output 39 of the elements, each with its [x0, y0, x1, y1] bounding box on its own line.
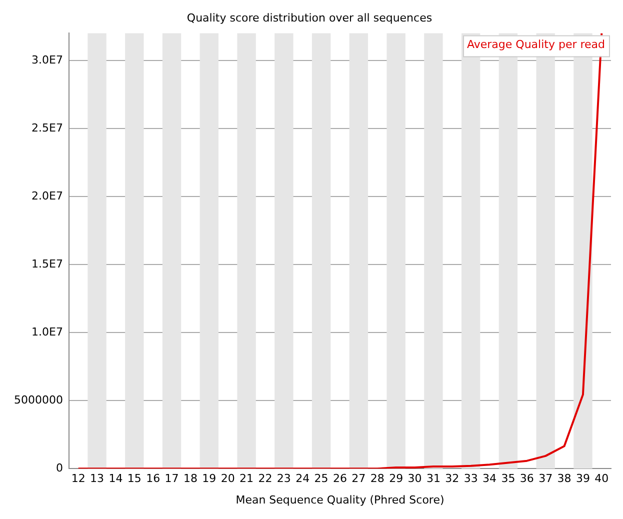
- series-label: Average Quality per read: [466, 38, 606, 52]
- x-tick-label: 12: [71, 472, 86, 486]
- x-tick-label: 27: [352, 472, 366, 486]
- y-tick-label: 1.0E7: [32, 325, 63, 338]
- x-tick-label: 24: [296, 472, 310, 486]
- y-tick-label: 5000000: [14, 393, 63, 406]
- x-axis-title: Mean Sequence Quality (Phred Score): [236, 493, 444, 506]
- x-tick-label: 39: [576, 472, 590, 486]
- x-tick-label: 15: [127, 472, 142, 486]
- x-tick-label: 25: [314, 472, 328, 486]
- x-tick-label: 40: [594, 472, 609, 486]
- y-tick-label: 3.0E7: [32, 53, 63, 66]
- x-tick-label: 22: [258, 472, 272, 486]
- y-tick-label: 2.0E7: [32, 189, 63, 202]
- y-tick-label: 2.5E7: [32, 121, 63, 134]
- x-tick-label: 20: [220, 472, 235, 486]
- x-tick-label: 13: [90, 472, 104, 486]
- x-tick-label: 30: [408, 472, 422, 486]
- x-tick-label: 32: [445, 472, 460, 486]
- y-tick-label: 0: [56, 461, 63, 474]
- x-tick-label: 23: [276, 472, 291, 486]
- x-tick-label: 18: [183, 472, 198, 486]
- x-tick-label: 14: [108, 472, 123, 486]
- x-tick-label: 35: [501, 472, 516, 486]
- x-tick-label: 37: [538, 472, 553, 486]
- x-tick-label: 33: [464, 472, 478, 486]
- x-tick-label: 17: [164, 472, 179, 486]
- x-tick-label: 16: [146, 472, 160, 486]
- x-tick-label: 26: [332, 472, 347, 486]
- x-tick-label: 21: [240, 472, 254, 486]
- x-tick-label: 31: [426, 472, 440, 486]
- x-tick-label: 29: [389, 472, 404, 486]
- chart-title: Quality score distribution over all sequences: [186, 11, 432, 24]
- x-tick-label: 38: [557, 472, 572, 486]
- x-tick-label: 19: [202, 472, 216, 486]
- x-tick-label: 28: [370, 472, 384, 486]
- x-tick-label: 36: [520, 472, 534, 486]
- x-tick-label: 34: [482, 472, 497, 486]
- y-tick-label: 1.5E7: [32, 257, 63, 270]
